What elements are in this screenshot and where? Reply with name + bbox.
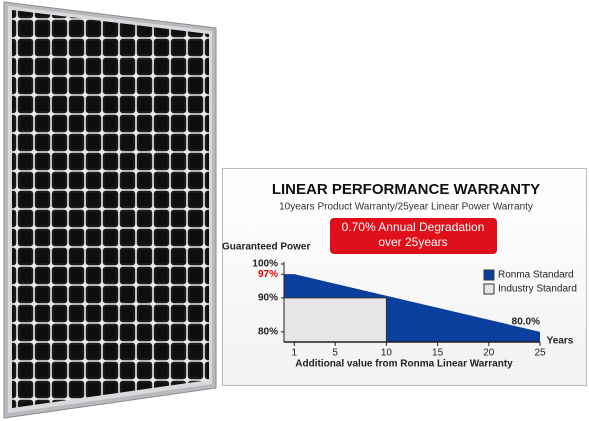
annotation-box (330, 218, 497, 254)
value-label: 80.0% (512, 316, 540, 327)
x-tick-label: 10 (381, 348, 393, 359)
annotation: 0.70% Annual Degradation (342, 220, 485, 234)
solar-panel (3, 1, 217, 419)
legend-swatch (483, 283, 495, 295)
x-tick-label: 20 (483, 348, 495, 359)
legend-label: Ronma Standard (498, 270, 574, 281)
x-tick-label: 25 (534, 348, 546, 359)
area (283, 297, 387, 343)
x-tick-label: 5 (332, 348, 338, 359)
y-axis-label: Guaranteed Power (222, 242, 310, 253)
y-tick-label: 100% (252, 259, 278, 270)
legend-swatch (483, 269, 495, 281)
x-unit-label: Years (547, 336, 574, 347)
y-tick-label: 80% (258, 326, 278, 337)
y-tick-label: 97% (258, 269, 278, 280)
x-tick-label: 1 (291, 348, 297, 359)
legend-label: Industry Standard (498, 284, 577, 295)
chart-subtitle: 10years Product Warranty/25year Linear P… (279, 202, 533, 213)
x-axis-label: Additional value from Ronma Linear Warra… (295, 359, 513, 370)
chart-title: LINEAR PERFORMANCE WARRANTY (272, 181, 540, 198)
y-tick-label: 90% (258, 293, 278, 304)
chart-box: LINEAR PERFORMANCE WARRANTY 10years Prod… (222, 168, 587, 386)
x-tick-label: 15 (432, 348, 444, 359)
annotation: over 25years (378, 235, 447, 249)
